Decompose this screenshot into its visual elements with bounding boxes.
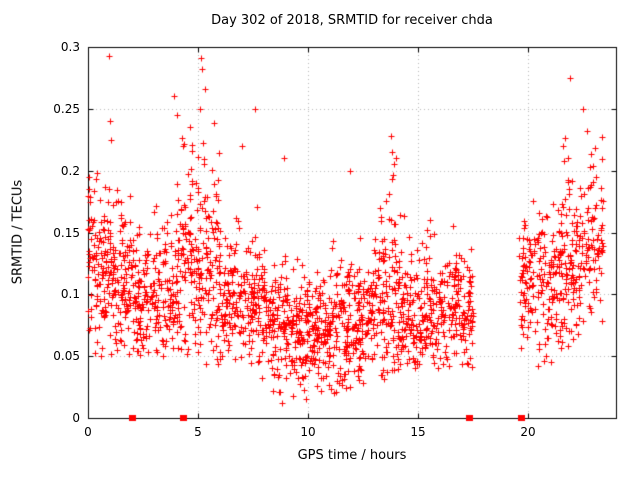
x-tick-label: 20 <box>520 425 536 439</box>
y-tick-label: 0.3 <box>60 40 80 54</box>
y-tick-label: 0.25 <box>53 101 80 116</box>
chart-title: Day 302 of 2018, SRMTID for receiver chd… <box>211 13 493 28</box>
y-tick-label: 0.1 <box>60 287 80 302</box>
x-axis-label: GPS time / hours <box>297 448 407 463</box>
y-tick-label: 0.05 <box>53 349 80 364</box>
y-tick-label: 0 <box>72 411 80 425</box>
y-tick-label: 0.2 <box>60 163 80 178</box>
x-tick-label: 5 <box>194 425 202 439</box>
y-tick-label: 0.15 <box>53 225 80 240</box>
x-tick-label: 0 <box>84 425 92 439</box>
x-tick-label: 10 <box>300 425 316 439</box>
y-axis-label: SRMTID / TECUs <box>10 179 26 285</box>
x-tick-label: 15 <box>410 425 426 439</box>
